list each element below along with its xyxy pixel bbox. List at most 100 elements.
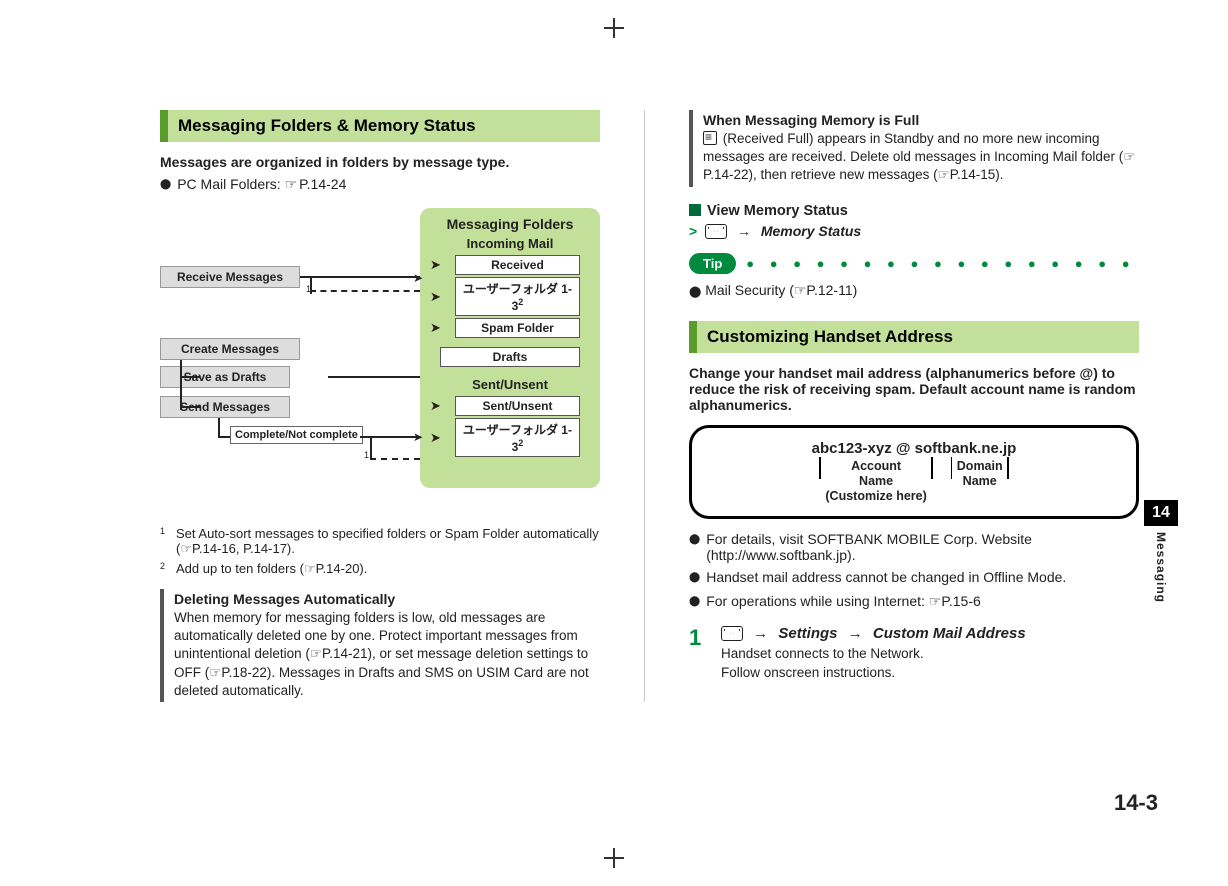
user-folder-box-1: ユーザーフォルダ 1-32 bbox=[455, 277, 580, 316]
user-folder-sup: 2 bbox=[518, 297, 523, 307]
view-memory-title: View Memory Status bbox=[707, 203, 848, 219]
footnote-1-text: Set Auto-sort messages to specified fold… bbox=[176, 526, 600, 557]
tip-item-text: Mail Security (☞P.12-11) bbox=[705, 282, 857, 298]
deleting-body: When memory for messaging folders is low… bbox=[174, 609, 600, 700]
left-column: Messaging Folders & Memory Status Messag… bbox=[160, 110, 600, 702]
settings-label: Settings bbox=[778, 625, 837, 642]
address-example: abc123-xyz @ softbank.ne.jp bbox=[710, 440, 1118, 457]
diag-line bbox=[180, 406, 200, 408]
tip-pill: Tip bbox=[689, 253, 736, 274]
detail-bullet-3: ⬤ For operations while using Internet: ☞P… bbox=[689, 593, 1139, 611]
diag-dash bbox=[370, 458, 420, 460]
mail-icon bbox=[705, 224, 727, 239]
complete-not-complete-box: Complete/Not complete bbox=[230, 426, 363, 444]
sup-1a: 1 bbox=[306, 284, 311, 294]
square-bullet-icon bbox=[689, 204, 701, 216]
pc-mail-text: PC Mail Folders: P.14-24 bbox=[177, 176, 346, 194]
account-l2: Name bbox=[825, 474, 926, 489]
bullet-dot: ⬤ bbox=[689, 569, 700, 587]
diag-line bbox=[328, 376, 420, 378]
arrow-icon: ➤ bbox=[430, 430, 441, 446]
side-tab: 14 Messaging bbox=[1144, 500, 1178, 603]
pc-mail-bullet: ⬤ PC Mail Folders: P.14-24 bbox=[160, 176, 600, 194]
crop-mark-top bbox=[604, 18, 624, 38]
received-full-icon bbox=[703, 131, 717, 145]
pc-mail-ref: P.14-24 bbox=[285, 176, 347, 193]
detail-1-text: For details, visit SOFTBANK MOBILE Corp.… bbox=[706, 531, 1139, 563]
detail-2-text: Handset mail address cannot be changed i… bbox=[706, 569, 1066, 587]
custom-intro: Change your handset mail address (alphan… bbox=[689, 365, 1139, 413]
domain-l2: Name bbox=[957, 474, 1003, 489]
bullet-dot: ⬤ bbox=[689, 593, 700, 611]
detail-bullet-1: ⬤For details, visit SOFTBANK MOBILE Corp… bbox=[689, 531, 1139, 563]
arrow-icon: ➤ bbox=[413, 271, 423, 285]
account-l1: Account bbox=[825, 459, 926, 474]
arrow-icon: ➤ bbox=[430, 289, 441, 305]
page-number: 14-3 bbox=[1114, 790, 1158, 816]
sent-unsent-box: Sent/Unsent bbox=[455, 396, 580, 416]
create-messages-box: Create Messages bbox=[160, 338, 300, 360]
arrow-icon: ➤ bbox=[430, 257, 441, 273]
step-1: 1 → Settings → Custom Mail Address Hands… bbox=[689, 625, 1139, 680]
diag-line bbox=[180, 360, 182, 410]
footnote-2-num: 2 bbox=[160, 561, 170, 577]
address-example-box: abc123-xyz @ softbank.ne.jp Account Name… bbox=[689, 425, 1139, 519]
incoming-mail-label: Incoming Mail bbox=[428, 236, 592, 251]
spam-folder-box: Spam Folder bbox=[455, 318, 580, 338]
custom-mail-label: Custom Mail Address bbox=[873, 625, 1026, 642]
deleting-note: Deleting Messages Automatically When mem… bbox=[160, 589, 600, 702]
diag-line bbox=[370, 438, 372, 460]
memory-full-text: (Received Full) appears in Standby and n… bbox=[703, 131, 1135, 182]
memory-full-body: (Received Full) appears in Standby and n… bbox=[703, 130, 1139, 185]
memory-status-label: Memory Status bbox=[761, 223, 861, 239]
account-name-label: Account Name (Customize here) bbox=[825, 459, 926, 504]
received-box: Received bbox=[455, 255, 580, 275]
diag-line bbox=[218, 418, 220, 436]
step-path: → Settings → Custom Mail Address bbox=[721, 625, 1139, 642]
detail-bullet-2: ⬤ Handset mail address cannot be changed … bbox=[689, 569, 1139, 587]
pc-mail-label: PC Mail Folders: bbox=[177, 176, 284, 192]
intro-text: Messages are organized in folders by mes… bbox=[160, 154, 600, 170]
diag-line bbox=[180, 376, 200, 378]
section-heading-folders: Messaging Folders & Memory Status bbox=[160, 110, 600, 142]
footnote-1-num: 1 bbox=[160, 526, 170, 557]
column-divider bbox=[644, 110, 645, 702]
chevron-icon: > bbox=[689, 223, 697, 239]
arrow-icon: ➤ bbox=[430, 320, 441, 336]
diag-line bbox=[218, 436, 230, 438]
right-column: When Messaging Memory is Full (Received … bbox=[689, 110, 1139, 702]
messaging-folders-panel: Messaging Folders Incoming Mail ➤ Receive… bbox=[420, 208, 600, 488]
tip-item: ⬤ Mail Security (☞P.12-11) bbox=[689, 282, 1139, 299]
footnote-2-text: Add up to ten folders (☞P.14-20). bbox=[176, 561, 367, 577]
sent-unsent-header: Sent/Unsent bbox=[428, 377, 592, 392]
chapter-label: Messaging bbox=[1154, 532, 1168, 603]
account-l3: (Customize here) bbox=[825, 489, 926, 504]
memory-full-title: When Messaging Memory is Full bbox=[703, 112, 1139, 128]
bullet-dot: ⬤ bbox=[689, 531, 700, 563]
view-memory-path: > → Memory Status bbox=[689, 223, 1139, 239]
diag-line bbox=[300, 276, 420, 278]
step-number: 1 bbox=[689, 625, 711, 680]
footnote-2: 2 Add up to ten folders (☞P.14-20). bbox=[160, 561, 600, 577]
crop-mark-bottom bbox=[604, 848, 624, 868]
messaging-folders-diagram: Messaging Folders Incoming Mail ➤ Receive… bbox=[160, 208, 600, 508]
diag-line bbox=[360, 436, 420, 438]
user-folder-sup-2: 2 bbox=[518, 438, 523, 448]
mf-title: Messaging Folders bbox=[428, 216, 592, 232]
arrow-right-icon: → bbox=[737, 223, 751, 239]
domain-l1: Domain bbox=[957, 459, 1003, 474]
view-memory-heading: View Memory Status bbox=[689, 203, 1139, 219]
memory-full-note: When Messaging Memory is Full (Received … bbox=[689, 110, 1139, 187]
footnote-1: 1 Set Auto-sort messages to specified fo… bbox=[160, 526, 600, 557]
drafts-box: Drafts bbox=[440, 347, 580, 367]
arrow-right-icon: → bbox=[753, 625, 768, 642]
chapter-number: 14 bbox=[1144, 500, 1178, 526]
domain-name-label: Domain Name bbox=[957, 459, 1003, 504]
bullet-dot: ⬤ bbox=[160, 176, 171, 194]
detail-3-text: For operations while using Internet: ☞P.… bbox=[706, 593, 981, 611]
tip-row: Tip ● ● ● ● ● ● ● ● ● ● ● ● ● ● ● ● ● ● … bbox=[689, 253, 1139, 274]
section-heading-custom-address: Customizing Handset Address bbox=[689, 321, 1139, 353]
sup-1b: 1 bbox=[364, 450, 369, 460]
step-sub-1: Handset connects to the Network. bbox=[721, 646, 1139, 661]
diag-dash bbox=[310, 290, 420, 292]
